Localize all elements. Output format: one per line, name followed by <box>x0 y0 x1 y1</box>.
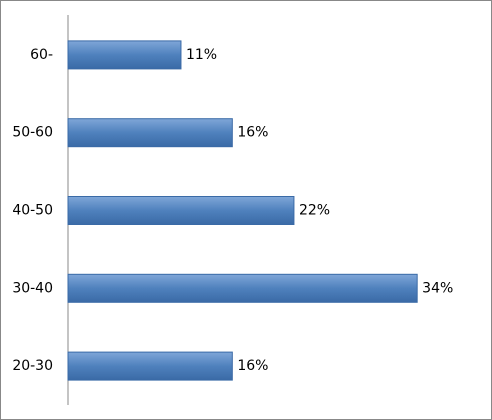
y-tick-label: 20-30 <box>12 358 53 374</box>
data-label: 16% <box>237 125 268 141</box>
bar <box>67 40 182 70</box>
y-tick-label: 40-50 <box>12 203 53 219</box>
y-tick-label: 50-60 <box>12 125 53 141</box>
data-label: 11% <box>186 47 217 63</box>
bar <box>67 118 233 148</box>
bar <box>67 351 233 381</box>
y-tick-label: 30-40 <box>12 280 53 296</box>
data-label: 34% <box>422 280 453 296</box>
bar <box>67 196 295 225</box>
data-label: 16% <box>237 358 268 374</box>
bar <box>67 273 418 303</box>
data-label: 22% <box>299 203 330 219</box>
y-tick-label: 60- <box>30 47 53 63</box>
